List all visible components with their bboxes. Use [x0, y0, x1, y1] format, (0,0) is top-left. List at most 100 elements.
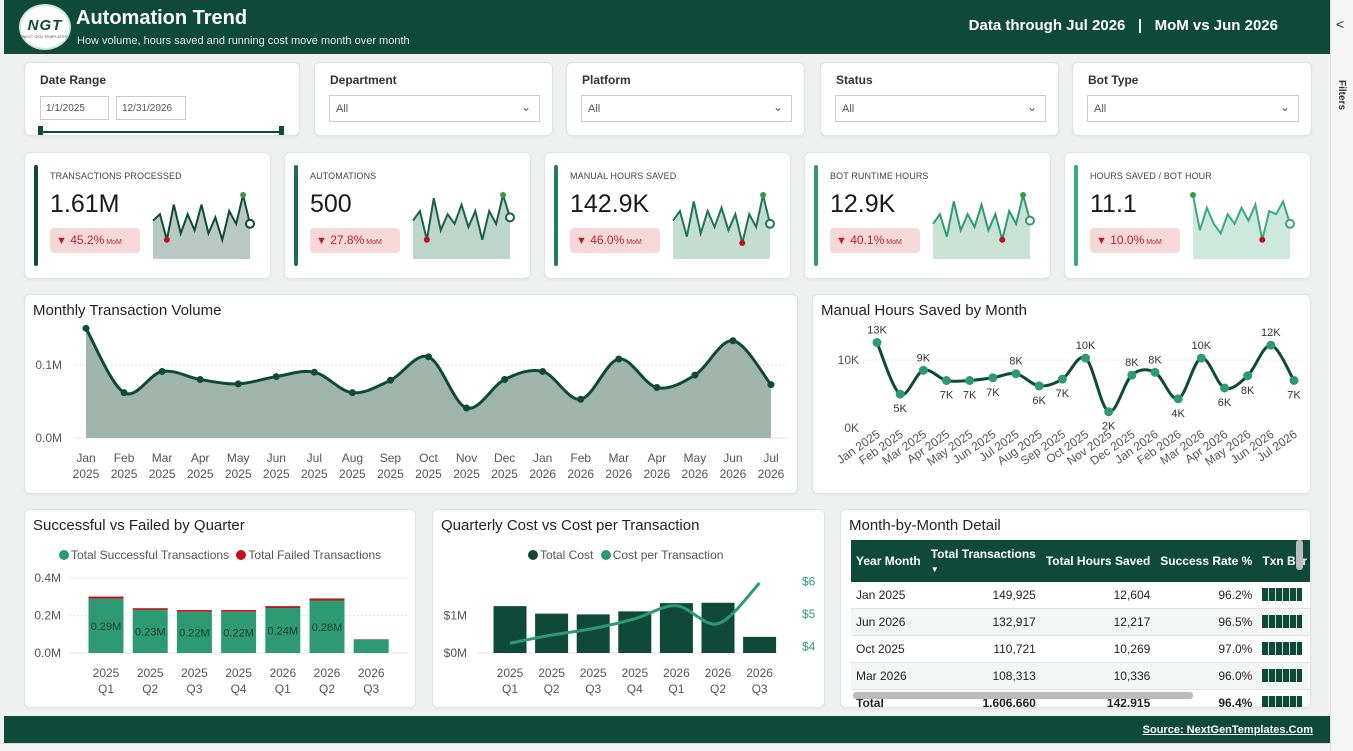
failed-bar[interactable]	[353, 639, 389, 640]
hours-point[interactable]	[895, 389, 905, 399]
table-row[interactable]: Mar 2026 108,313 10,336 96.0%	[851, 662, 1310, 690]
volume-point[interactable]	[729, 337, 737, 345]
platform-dropdown[interactable]: All ⌄	[581, 95, 792, 122]
volume-point[interactable]	[539, 367, 547, 375]
kpi-card[interactable]: MANUAL HOURS SAVED 142.9K ▼ 46.0% MoM	[544, 152, 791, 279]
hours-point[interactable]	[1243, 371, 1253, 381]
bot-type-dropdown[interactable]: All ⌄	[1087, 95, 1299, 122]
hours-point[interactable]	[1127, 370, 1137, 380]
col-total-hours-saved[interactable]: Total Hours Saved	[1040, 540, 1156, 582]
volume-point[interactable]	[196, 376, 204, 383]
chevron-left-icon[interactable]: <	[1336, 16, 1345, 32]
page-title: Automation Trend	[76, 7, 248, 29]
table-vertical-scrollbar[interactable]	[1296, 540, 1303, 570]
hours-point[interactable]	[988, 373, 998, 383]
failed-bar[interactable]	[221, 610, 257, 612]
hours-saved-chart[interactable]: 10K 0K 13K 5K 9K 7K 7K 7K 8K 6K 7K 10K 2K 8K 8K 4K 10K 6K…	[813, 295, 1312, 495]
failed-bar[interactable]	[309, 598, 345, 601]
hours-point[interactable]	[1150, 367, 1160, 377]
table-horizontal-scrollbar[interactable]	[853, 692, 1193, 699]
detail-card[interactable]: Month-by-Month Detail Year Month Total T…	[840, 509, 1311, 708]
hours-point[interactable]	[1081, 353, 1090, 363]
status-dropdown[interactable]: All ⌄	[835, 95, 1046, 122]
monthly-volume-card[interactable]: Monthly Transaction Volume 0.1M 0.0M Jan 20…	[24, 294, 798, 494]
date-range-start-handle[interactable]	[38, 126, 43, 135]
table-row[interactable]: Jan 2025 149,925 12,604 96.2%	[851, 582, 1310, 609]
department-dropdown[interactable]: All ⌄	[329, 95, 540, 122]
volume-point[interactable]	[120, 389, 128, 397]
volume-point[interactable]	[158, 367, 166, 375]
end-date-input[interactable]: 12/31/2026	[116, 96, 186, 120]
detail-table[interactable]: Year Month Total Transactions ▼ Total Hou…	[851, 540, 1310, 707]
volume-point[interactable]	[691, 371, 699, 379]
kpi-card[interactable]: AUTOMATIONS 500 ▼ 27.8% MoM	[284, 152, 531, 279]
kpi-card[interactable]: BOT RUNTIME HOURS 12.9K ▼ 40.1% MoM	[804, 152, 1051, 279]
volume-point[interactable]	[463, 404, 471, 412]
hours-point[interactable]	[918, 365, 928, 375]
filters-pane-label[interactable]: Filters	[1336, 80, 1347, 111]
total-cost-bar[interactable]	[493, 606, 527, 653]
hours-point[interactable]	[1220, 383, 1229, 393]
hours-saved-card[interactable]: Manual Hours Saved by Month 10K 0K 13K 5K 9K…	[812, 294, 1311, 494]
volume-point[interactable]	[310, 368, 318, 376]
hours-point[interactable]	[965, 376, 975, 385]
monthly-volume-chart[interactable]: 0.1M 0.0M Jan 2025 Feb 2025 Mar 2025 Apr 2025 May 2…	[25, 295, 799, 495]
successful-bar[interactable]	[265, 608, 301, 653]
success-failed-chart[interactable]: 0.4M 0.2M 0.0M 0.29M 2025 Q1 0.23M 2025 Q2 0.22M 2…	[25, 510, 417, 709]
successful-bar[interactable]	[176, 611, 212, 653]
hours-point[interactable]	[1266, 340, 1276, 350]
volume-point[interactable]	[767, 381, 775, 389]
successful-bar[interactable]	[309, 600, 345, 654]
volume-point[interactable]	[577, 395, 585, 403]
successful-bar[interactable]	[221, 611, 257, 653]
col-success-rate[interactable]: Success Rate %	[1155, 540, 1258, 582]
source-link[interactable]: Source: NextGenTemplates.Com	[1142, 724, 1313, 736]
volume-point[interactable]	[348, 389, 356, 397]
hours-point[interactable]	[1011, 369, 1021, 379]
failed-bar[interactable]	[132, 608, 168, 610]
hours-point[interactable]	[1057, 374, 1067, 384]
hours-point[interactable]	[942, 376, 951, 385]
cell-rate: 96.0%	[1155, 662, 1258, 690]
table-row[interactable]: Oct 2025 110,721 10,269 97.0%	[851, 635, 1310, 663]
hours-point[interactable]	[1289, 376, 1299, 385]
volume-point[interactable]	[653, 384, 661, 392]
volume-point[interactable]	[386, 376, 394, 384]
hours-point[interactable]	[1034, 381, 1044, 391]
successful-bar[interactable]	[353, 639, 389, 653]
start-date-input[interactable]: 1/1/2025	[40, 96, 109, 120]
total-cost-bar[interactable]	[743, 636, 777, 653]
hours-point[interactable]	[872, 338, 882, 347]
quarterly-cost-chart[interactable]: $1M $0M $6 $5 $4 2025 Q1 2025 Q2 2025 Q3 2025 Q4 2026…	[433, 510, 826, 709]
volume-point[interactable]	[234, 380, 242, 388]
volume-point[interactable]	[272, 373, 280, 381]
hours-point[interactable]	[1173, 394, 1183, 404]
volume-point[interactable]	[501, 376, 509, 383]
failed-bar[interactable]	[88, 596, 124, 599]
successful-bar[interactable]	[132, 609, 168, 653]
total-cost-bar[interactable]	[701, 602, 735, 653]
total-cost-bar[interactable]	[576, 614, 610, 653]
failed-bar[interactable]	[176, 610, 212, 612]
table-row[interactable]: Jun 2026 132,917 12,217 96.5%	[851, 608, 1310, 636]
x-tick-year: 2025	[497, 666, 524, 680]
kpi-card[interactable]: TRANSACTIONS PROCESSED 1.61M ▼ 45.2% MoM	[24, 152, 271, 279]
status-value: All	[842, 103, 855, 115]
hours-point[interactable]	[1104, 407, 1114, 417]
volume-point[interactable]	[615, 355, 623, 363]
date-range-track[interactable]	[40, 131, 284, 133]
sort-desc-icon[interactable]: ▼	[930, 565, 939, 574]
col-total-transactions[interactable]: Total Transactions ▼	[925, 540, 1041, 582]
success-failed-card[interactable]: Successful vs Failed by Quarter Total Su…	[24, 509, 416, 708]
successful-bar[interactable]	[88, 598, 124, 653]
col-year-month[interactable]: Year Month	[851, 540, 926, 582]
quarterly-cost-card[interactable]: Quarterly Cost vs Cost per Transaction T…	[432, 509, 825, 708]
hours-point[interactable]	[1196, 353, 1206, 363]
date-range-end-handle[interactable]	[279, 126, 284, 135]
volume-point[interactable]	[425, 353, 432, 361]
kpi-card[interactable]: HOURS SAVED / BOT HOUR 11.1 ▼ 10.0% MoM	[1064, 152, 1311, 279]
filters-pane-rail[interactable]: < Filters	[1330, 0, 1353, 751]
volume-point[interactable]	[82, 324, 90, 332]
failed-bar[interactable]	[265, 606, 301, 608]
x-tick-year: 2026	[605, 467, 632, 481]
